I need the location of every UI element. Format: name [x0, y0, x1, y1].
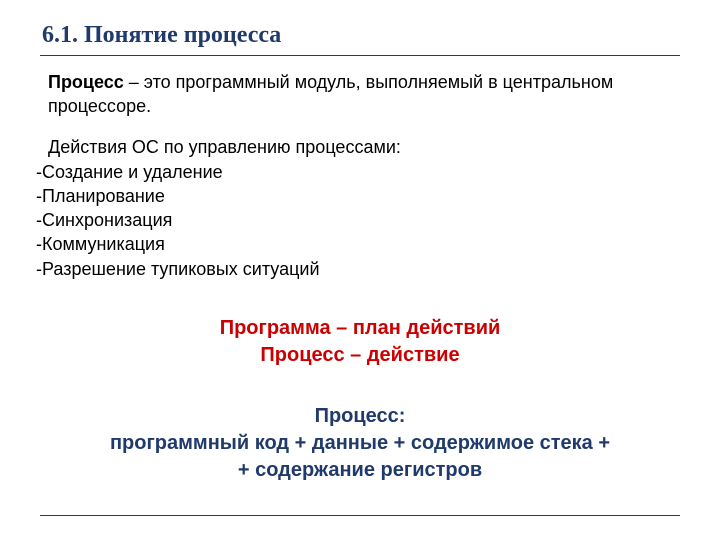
- actions-intro: Действия ОС по управлению процессами:: [48, 137, 680, 158]
- slide: 6.1. Понятие процесса Процесс – это прог…: [0, 0, 720, 540]
- list-item: Разрешение тупиковых ситуаций: [36, 257, 680, 281]
- definition-rest: – это программный модуль, выполняемый в …: [48, 72, 613, 116]
- highlight-red-block: Программа – план действий Процесс – дейс…: [40, 315, 680, 369]
- definition-term: Процесс: [48, 72, 124, 92]
- definition-paragraph: Процесс – это программный модуль, выполн…: [48, 70, 680, 119]
- list-item-text: Синхронизация: [42, 210, 172, 230]
- red-line-2: Процесс – действие: [40, 342, 680, 369]
- list-item: Создание и удаление: [36, 160, 680, 184]
- list-item-text: Создание и удаление: [42, 162, 223, 182]
- list-item: Коммуникация: [36, 232, 680, 256]
- highlight-blue-block: Процесс: программный код + данные + соде…: [40, 403, 680, 484]
- list-item-text: Разрешение тупиковых ситуаций: [42, 259, 320, 279]
- red-line-1: Программа – план действий: [40, 315, 680, 342]
- blue-line-3: + содержание регистров: [40, 457, 680, 484]
- list-item-text: Планирование: [42, 186, 165, 206]
- actions-list: Создание и удаление Планирование Синхрон…: [36, 160, 680, 281]
- list-item-text: Коммуникация: [42, 234, 165, 254]
- body-block: Процесс – это программный модуль, выполн…: [40, 70, 680, 281]
- slide-title: 6.1. Понятие процесса: [40, 22, 680, 56]
- bottom-rule: [40, 515, 680, 516]
- list-item: Планирование: [36, 184, 680, 208]
- list-item: Синхронизация: [36, 208, 680, 232]
- blue-line-2: программный код + данные + содержимое ст…: [40, 430, 680, 457]
- blue-line-1: Процесс:: [40, 403, 680, 430]
